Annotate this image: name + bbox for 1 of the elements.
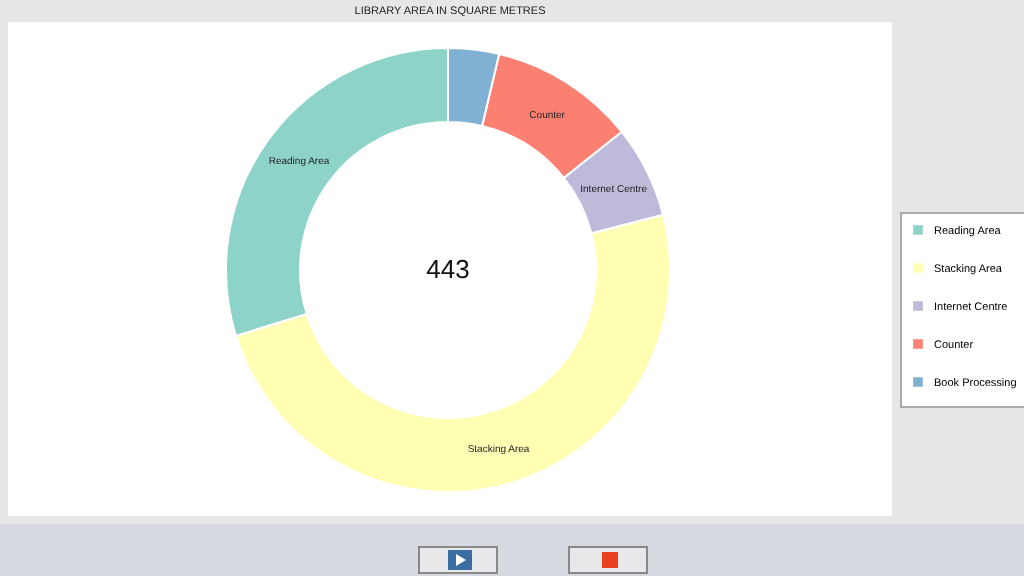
text: 443 — [426, 254, 470, 284]
